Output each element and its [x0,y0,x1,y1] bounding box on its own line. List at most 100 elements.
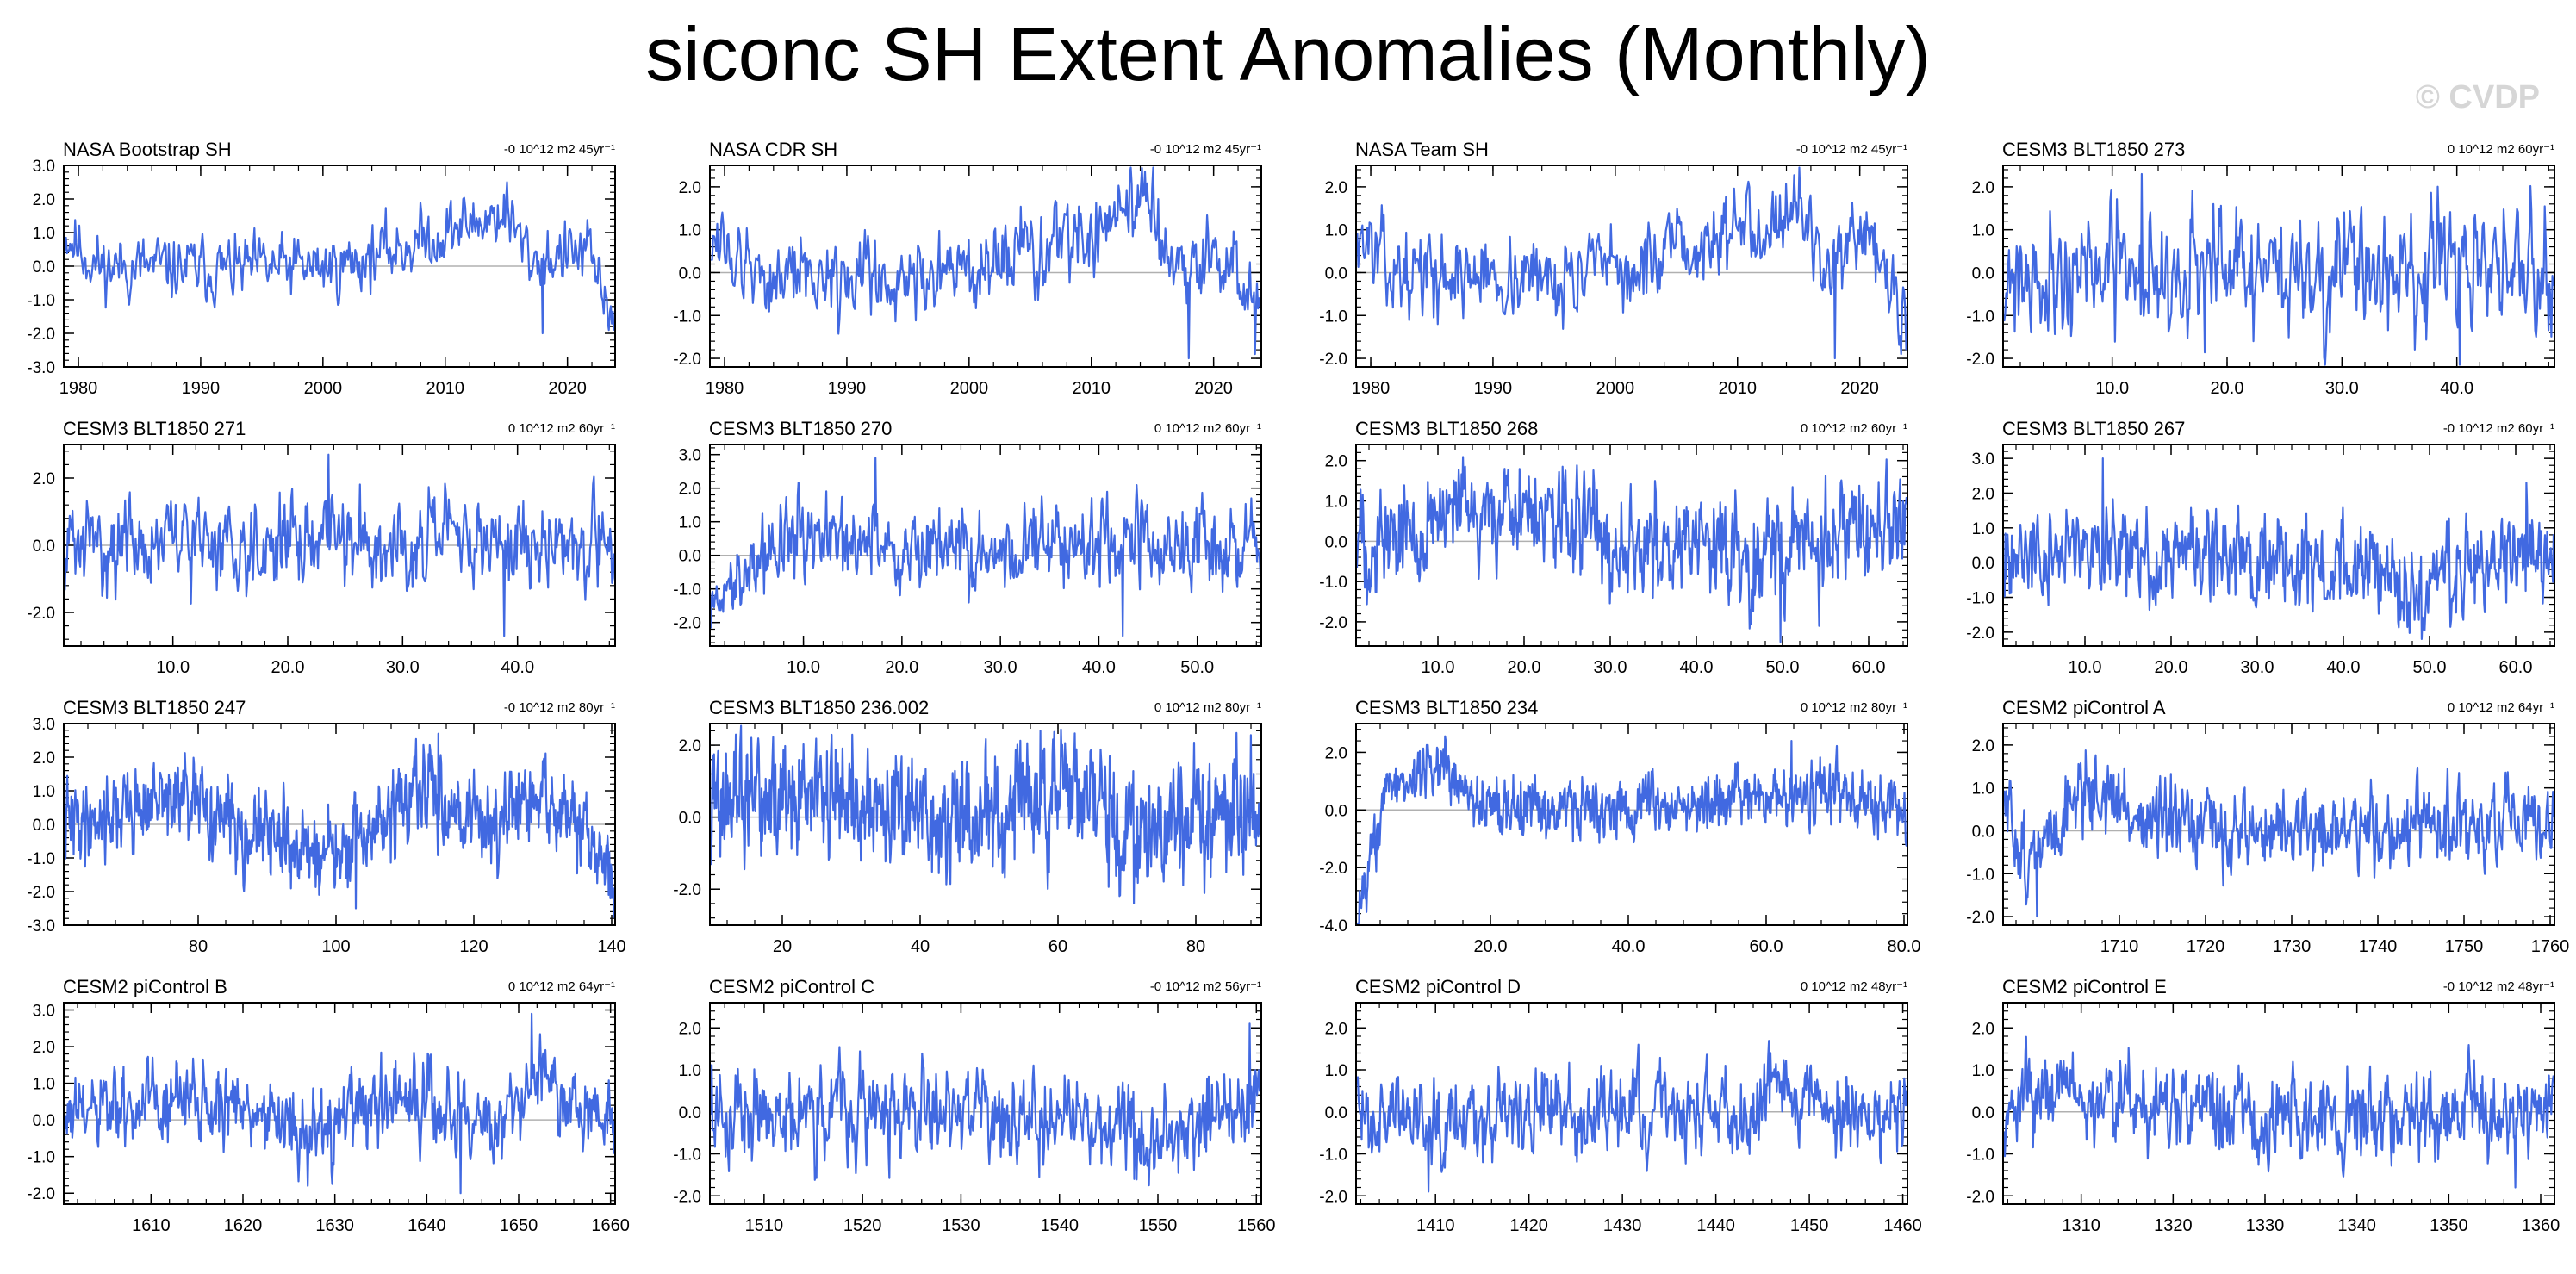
plot-frame [63,444,616,647]
x-tick-label: 1550 [1139,1216,1178,1235]
x-tick-label: 1350 [2430,1216,2468,1235]
y-tick-label: 1.0 [1325,494,1347,512]
y-tick-label: -1.0 [27,1149,55,1167]
x-tick-label: 100 [321,937,350,956]
panel-title: CESM3 BLT1850 271 [63,418,246,439]
panel-trend-label: 0 10^12 m2 60yr⁻¹ [2448,142,2554,157]
y-tick-label: 2.0 [679,179,701,197]
y-tick-label: 1.0 [1972,1062,1994,1080]
panel-10: CESM3 BLT1850 236.002 0 10^12 m2 80yr⁻¹ 20… [673,697,1262,956]
x-tick-label: 60.0 [1852,658,1886,677]
panel-title: NASA CDR SH [709,139,837,160]
x-tick-label: 10.0 [1422,658,1455,677]
x-tick-label: 40.0 [1612,937,1646,956]
x-tick-label: 1740 [2359,937,2398,956]
y-tick-label: -2.0 [1319,351,1347,369]
panel-trend-label: -0 10^12 m2 56yr⁻¹ [1150,979,1261,994]
x-tick-label: 1330 [2246,1216,2285,1235]
x-tick-label: 20.0 [2211,379,2244,398]
x-tick-label: 2020 [1840,379,1879,398]
x-tick-label: 20.0 [1474,937,1508,956]
x-tick-label: 30.0 [2325,379,2359,398]
y-tick-label: 2.0 [33,749,55,768]
y-tick-label: 2.0 [33,470,55,488]
y-tick-label: 0.0 [1972,823,1994,841]
x-tick-label: 40.0 [1680,658,1714,677]
y-tick-label: -2.0 [27,1185,55,1203]
x-tick-label: 50.0 [2413,658,2447,677]
y-tick-label: -4.0 [1319,917,1347,935]
series-line [710,457,1261,637]
series-line [63,732,616,918]
x-tick-label: 10.0 [2069,658,2102,677]
x-tick-label: 1980 [706,379,744,398]
series-line [64,1012,615,1195]
y-tick-label: 2.0 [33,1039,55,1057]
y-tick-label: 2.0 [679,481,701,499]
y-tick-label: 3.0 [33,716,55,734]
y-tick-label: 1.0 [1325,1062,1347,1080]
y-tick-label: 1.0 [1325,222,1347,240]
x-tick-label: 40.0 [2327,658,2361,677]
y-tick-label: 2.0 [1972,737,1994,755]
x-tick-label: 40.0 [2440,379,2473,398]
series-line [709,724,1262,904]
panel-title: CESM3 BLT1850 236.002 [709,697,929,718]
plot-frame [63,723,616,926]
panel-title: CESM3 BLT1850 273 [2002,139,2185,160]
series-line [64,453,615,637]
x-tick-label: 1530 [942,1216,980,1235]
x-tick-label: 1430 [1603,1216,1642,1235]
plot-frame [2002,723,2555,926]
x-tick-label: 1750 [2445,937,2484,956]
panel-title: CESM3 BLT1850 267 [2002,418,2185,439]
y-tick-label: 1.0 [679,1062,701,1080]
x-tick-label: 1990 [1474,379,1513,398]
x-tick-label: 80 [1186,937,1205,956]
x-tick-label: 10.0 [787,658,820,677]
y-tick-label: 0.0 [1325,1104,1347,1122]
x-tick-label: 1420 [1509,1216,1548,1235]
x-tick-label: 10.0 [2095,379,2129,398]
y-tick-label: -3.0 [27,917,55,935]
panel-11: CESM3 BLT1850 234 0 10^12 m2 80yr⁻¹ 20.0 40… [1319,697,1920,956]
y-tick-label: -1.0 [673,1147,701,1165]
y-tick-label: -2.0 [1319,614,1347,632]
panel-6: CESM3 BLT1850 270 0 10^12 m2 60yr⁻¹ 10.0 20… [673,418,1262,677]
plot-frame [63,165,616,368]
x-tick-label: 1630 [315,1216,354,1235]
x-tick-label: 60 [1048,937,1067,956]
y-tick-label: 0.0 [679,548,701,566]
x-tick-label: 1980 [59,379,98,398]
x-tick-label: 20 [773,937,792,956]
y-tick-label: 0.0 [1325,533,1347,551]
x-tick-label: 1560 [1237,1216,1276,1235]
panel-trend-label: 0 10^12 m2 60yr⁻¹ [1801,421,1907,436]
series-line [1356,1040,1907,1193]
x-tick-label: 1990 [828,379,867,398]
panel-16: CESM2 piControl E -0 10^12 m2 48yr⁻¹ 1310 1… [1966,976,2560,1235]
y-tick-label: -2.0 [1966,625,1994,643]
y-tick-label: 2.0 [679,1020,701,1038]
y-tick-label: -1.0 [1966,866,1994,884]
panel-9: CESM3 BLT1850 247 -0 10^12 m2 80yr⁻¹ 80 100… [27,697,625,956]
panel-title: CESM3 BLT1850 234 [1355,697,1538,718]
series-line [710,166,1261,360]
x-tick-label: 2010 [1072,379,1111,398]
x-tick-label: 40.0 [1082,658,1116,677]
panel-trend-label: 0 10^12 m2 80yr⁻¹ [1801,700,1907,715]
y-tick-label: -2.0 [673,1188,701,1206]
panel-title: CESM3 BLT1850 268 [1355,418,1538,439]
x-tick-label: 1760 [2531,937,2570,956]
panel-title: NASA Bootstrap SH [63,139,232,160]
y-tick-label: -1.0 [27,850,55,868]
y-tick-label: 0.0 [1972,264,1994,283]
x-tick-label: 1320 [2154,1216,2193,1235]
plot-frame [1355,1002,1908,1205]
panel-trend-label: -0 10^12 m2 45yr⁻¹ [1150,142,1261,157]
x-tick-label: 1340 [2337,1216,2376,1235]
y-tick-label: 0.0 [1325,802,1347,820]
y-tick-label: 3.0 [1972,451,1994,469]
cvdp-watermark: © CVDP [2415,79,2540,115]
y-tick-label: -1.0 [1319,308,1347,326]
